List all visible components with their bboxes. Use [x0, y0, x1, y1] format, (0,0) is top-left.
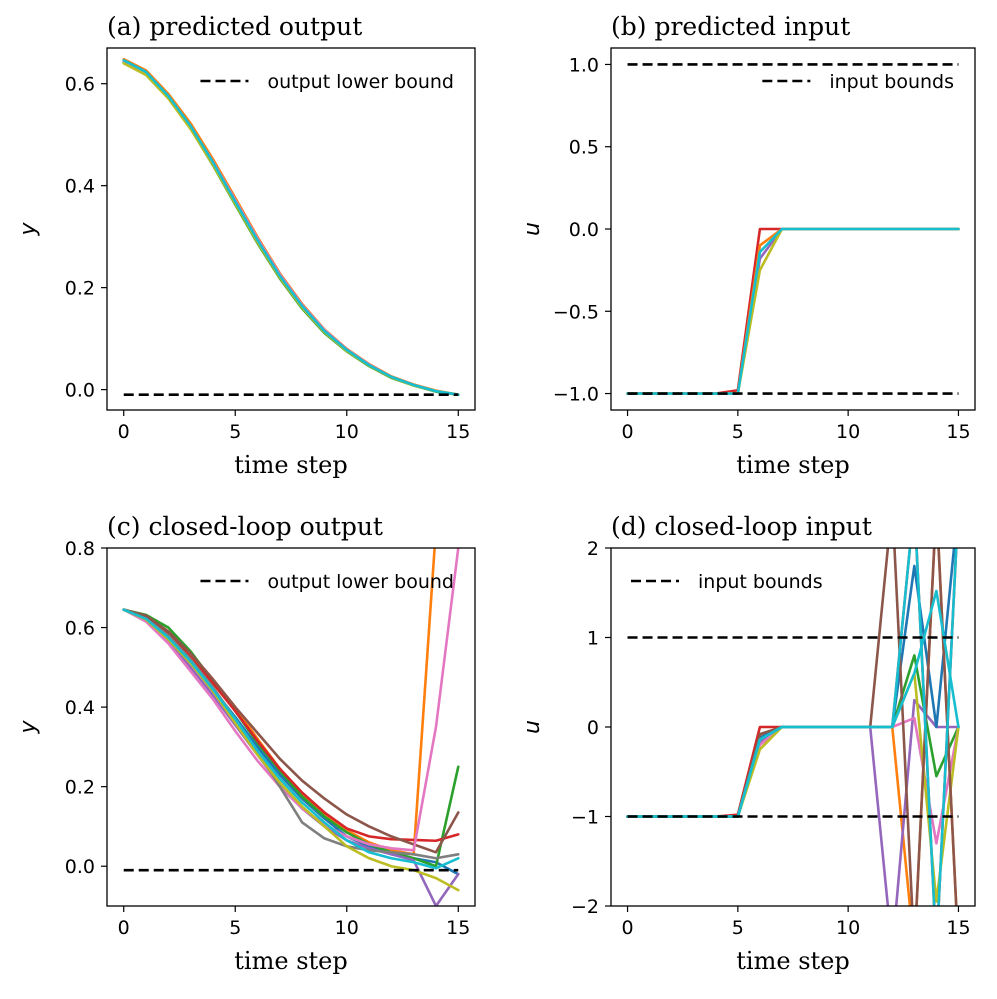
y-axis-label: u [520, 222, 545, 236]
x-tick-label: 10 [836, 917, 860, 939]
series-line-3 [122, 60, 460, 397]
chart-title: (b) predicted input [611, 12, 850, 41]
y-tick-label: −1.0 [553, 384, 599, 406]
series-line-5 [626, 227, 960, 395]
x-axis-label: time step [736, 947, 849, 975]
series-group [626, 227, 960, 395]
x-tick-label: 5 [229, 421, 241, 443]
series-line-4 [626, 227, 960, 395]
series-line-6 [122, 608, 460, 854]
x-tick-label: 5 [732, 421, 744, 443]
y-tick-label: 0.0 [65, 856, 95, 878]
y-tick-label: 0.2 [65, 777, 95, 799]
series-group [626, 548, 960, 906]
x-tick-label: 0 [118, 421, 130, 443]
axes-frame [106, 47, 476, 411]
y-tick-label: −1 [571, 807, 599, 829]
series-line-2 [122, 57, 460, 397]
x-tick-label: 15 [446, 917, 470, 939]
panel-2: 0 5 10 15 −1.0 −0.5 0.0 0.5 1.0 (b) predicted inp… [520, 12, 976, 479]
series-line-6 [122, 58, 460, 397]
series-line-10 [626, 548, 958, 906]
series-line-7 [122, 548, 460, 852]
y-tick-label: 0.6 [65, 74, 95, 96]
chart-title: (c) closed-loop output [107, 512, 383, 541]
legend-label: output lower bound [267, 571, 454, 593]
y-axis-label: u [520, 720, 545, 734]
y-axis-label: y [16, 222, 41, 237]
series-line-3 [626, 227, 960, 395]
x-axis-label: time step [736, 451, 849, 479]
y-tick-label: 0.2 [65, 278, 95, 300]
y-tick-label: 0.4 [65, 176, 95, 198]
x-tick-label: 0 [118, 917, 130, 939]
series-line-2 [626, 227, 960, 395]
y-tick-label: 1 [587, 628, 599, 650]
x-tick-label: 15 [946, 917, 970, 939]
series-line-1 [122, 59, 460, 397]
x-tick-label: 0 [621, 421, 633, 443]
legend-label: input bounds [698, 571, 823, 593]
y-tick-label: 0.8 [65, 538, 95, 560]
x-tick-label: 5 [732, 917, 744, 939]
chart-title: (a) predicted output [107, 12, 362, 41]
y-tick-label: 0.0 [65, 380, 95, 402]
series-group [122, 57, 460, 397]
panel-3: 0 5 10 15 0.0 0.2 0.4 0.6 0.8 (c) closed-loop out… [16, 512, 476, 975]
series-line-7 [626, 671, 960, 903]
series-line-3 [122, 608, 460, 868]
x-tick-label: 15 [446, 421, 470, 443]
y-tick-label: 0 [587, 717, 599, 739]
legend-label: output lower bound [267, 71, 454, 93]
series-line-1 [626, 227, 960, 395]
series-line-9 [122, 608, 460, 892]
x-tick-label: 10 [335, 917, 359, 939]
series-line-8 [122, 608, 460, 860]
series-line-5 [122, 61, 460, 397]
series-line-9 [626, 589, 960, 818]
series-line-3 [626, 654, 960, 818]
y-tick-label: 0.6 [65, 618, 95, 640]
panel-4: 0 5 10 15 −2 −1 0 1 2 (d) closed-loop input time s… [520, 512, 976, 975]
legend: output lower bound [200, 571, 454, 593]
legend-label: input bounds [829, 71, 954, 93]
legend: input bounds [631, 571, 823, 593]
x-tick-label: 10 [836, 421, 860, 443]
panel-1: 0 5 10 15 0.0 0.2 0.4 0.6 (a) predicted output ti… [16, 12, 476, 479]
x-tick-label: 0 [621, 917, 633, 939]
y-tick-label: 0.5 [569, 137, 599, 159]
x-axis-label: time step [234, 947, 347, 975]
x-tick-label: 15 [946, 421, 970, 443]
series-line-4 [122, 59, 460, 397]
series-group [122, 548, 460, 906]
axes-frame [106, 547, 476, 907]
legend: output lower bound [200, 71, 454, 93]
series-line-10 [122, 608, 460, 870]
y-tick-label: 2 [587, 538, 599, 560]
legend: input bounds [762, 71, 954, 93]
chart-title: (d) closed-loop input [611, 512, 872, 541]
y-tick-label: −0.5 [553, 301, 599, 323]
x-axis-label: time step [234, 451, 347, 479]
x-tick-label: 10 [335, 421, 359, 443]
y-tick-label: −2 [571, 896, 599, 918]
y-tick-label: 1.0 [569, 54, 599, 76]
y-axis-label: y [16, 720, 41, 735]
x-tick-label: 5 [229, 917, 241, 939]
y-tick-label: 0.0 [569, 219, 599, 241]
y-tick-label: 0.4 [65, 697, 95, 719]
